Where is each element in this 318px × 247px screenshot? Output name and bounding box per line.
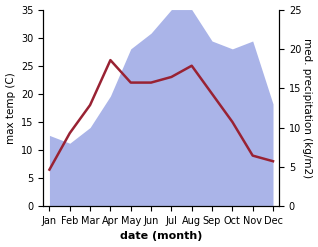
X-axis label: date (month): date (month)	[120, 231, 203, 242]
Y-axis label: max temp (C): max temp (C)	[5, 72, 16, 144]
Y-axis label: med. precipitation (kg/m2): med. precipitation (kg/m2)	[302, 38, 313, 178]
